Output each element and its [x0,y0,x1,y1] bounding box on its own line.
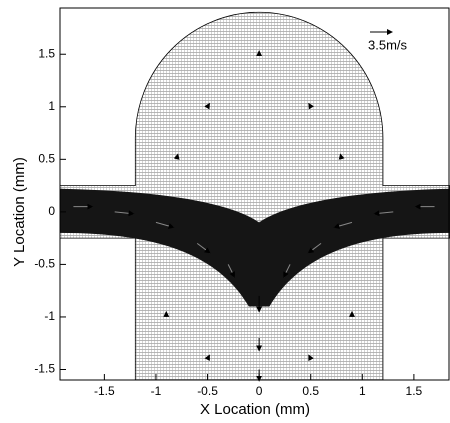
x-tick-label: -0.5 [197,384,218,398]
y-tick-label: 1.5 [38,46,55,60]
plot-frame [59,7,450,381]
y-tick-label: 1 [48,99,55,113]
x-tick-label: 1.5 [406,384,423,398]
y-tick-label: -1.5 [34,362,55,376]
x-tick-label: -1.5 [94,384,115,398]
velocity-vector [155,221,175,229]
velocity-vector [373,210,394,217]
y-tick-label: -1 [44,309,55,323]
x-tick-label: 0.5 [302,384,319,398]
y-tick-label: 0.5 [38,151,55,165]
velocity-vector [173,153,180,160]
y-tick-label: -0.5 [34,257,55,271]
velocity-vector [333,221,353,229]
x-axis-title: X Location (mm) [200,401,310,418]
velocity-vector [308,354,314,362]
jet-region [60,188,450,307]
y-tick-label: 0 [48,204,55,218]
plot-area [59,12,450,382]
velocity-vector [338,153,345,160]
x-tick-label: -1 [151,384,162,398]
velocity-vector [204,102,210,110]
velocity-vector [308,102,314,110]
x-tick-label: 1 [359,384,366,398]
velocity-vector [283,264,291,278]
velocity-vector [204,354,210,362]
velocity-vector [114,210,135,217]
velocity-vector [227,264,235,278]
velocity-vector [307,242,322,254]
velocity-vector [196,242,211,254]
x-tick-label: 0 [256,384,263,398]
y-axis-title: Y Location (mm) [11,157,28,267]
reference-label: 3.5m/s [368,37,408,52]
flow-domain [59,12,450,381]
